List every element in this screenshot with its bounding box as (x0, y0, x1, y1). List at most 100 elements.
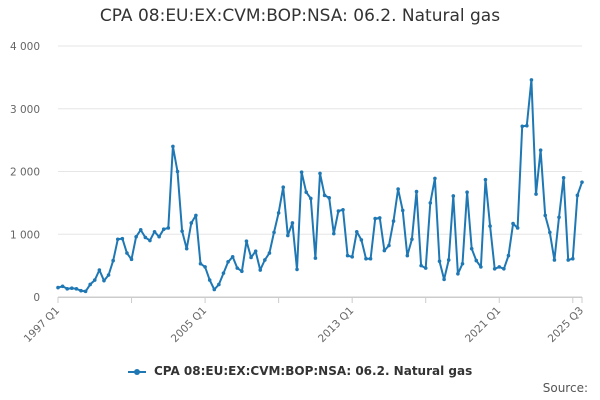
data-point[interactable] (428, 201, 433, 205)
data-point[interactable] (359, 238, 364, 242)
data-point[interactable] (79, 288, 83, 293)
data-point[interactable] (322, 193, 327, 198)
data-point[interactable] (423, 266, 428, 270)
data-point[interactable] (166, 226, 171, 230)
data-point[interactable] (345, 253, 350, 258)
data-point[interactable] (437, 259, 442, 264)
data-point[interactable] (88, 282, 92, 287)
data-point[interactable] (106, 273, 111, 277)
data-point[interactable] (327, 196, 331, 200)
data-point[interactable] (143, 235, 148, 240)
data-point[interactable] (456, 271, 460, 276)
data-point[interactable] (529, 78, 534, 82)
data-point[interactable] (515, 226, 520, 230)
data-point[interactable] (152, 229, 157, 234)
data-point[interactable] (474, 258, 479, 263)
data-point[interactable] (502, 266, 506, 271)
data-point[interactable] (272, 230, 276, 235)
data-point[interactable] (414, 189, 419, 194)
data-point[interactable] (548, 230, 552, 235)
data-point[interactable] (249, 255, 253, 260)
data-point[interactable] (575, 193, 580, 198)
data-point[interactable] (286, 233, 290, 238)
data-point[interactable] (83, 289, 88, 294)
data-point[interactable] (442, 277, 446, 282)
data-point[interactable] (60, 284, 65, 289)
data-point[interactable] (212, 287, 217, 292)
data-point[interactable] (258, 268, 263, 272)
data-point[interactable] (336, 209, 341, 213)
data-point[interactable] (405, 253, 410, 258)
data-point[interactable] (368, 256, 373, 261)
data-point[interactable] (56, 285, 60, 290)
data-point[interactable] (175, 169, 180, 174)
data-point[interactable] (125, 251, 129, 255)
data-point[interactable] (207, 278, 212, 282)
legend[interactable]: CPA 08:EU:EX:CVM:BOP:NSA: 06.2. Natural … (0, 364, 600, 378)
data-point[interactable] (479, 265, 483, 269)
data-point[interactable] (571, 256, 575, 261)
data-point[interactable] (230, 255, 235, 259)
data-point[interactable] (534, 192, 538, 196)
data-point[interactable] (235, 266, 240, 270)
data-point[interactable] (465, 190, 469, 195)
data-point[interactable] (451, 194, 456, 198)
data-point[interactable] (92, 278, 97, 282)
data-point[interactable] (580, 180, 584, 184)
data-point[interactable] (171, 144, 175, 149)
data-point[interactable] (483, 177, 488, 182)
data-point[interactable] (497, 265, 502, 269)
data-point[interactable] (557, 215, 561, 220)
data-point[interactable] (433, 176, 437, 181)
data-point[interactable] (341, 207, 345, 212)
data-point[interactable] (97, 268, 102, 272)
data-point[interactable] (511, 221, 515, 226)
data-point[interactable] (391, 219, 396, 223)
data-point[interactable] (65, 287, 69, 291)
data-point[interactable] (102, 278, 106, 283)
data-point[interactable] (318, 171, 322, 176)
data-point[interactable] (400, 208, 405, 213)
data-point[interactable] (189, 221, 194, 225)
data-point[interactable] (180, 229, 184, 233)
data-point[interactable] (419, 263, 423, 268)
data-point[interactable] (506, 253, 511, 258)
data-point[interactable] (111, 258, 115, 263)
data-point[interactable] (226, 260, 230, 264)
data-point[interactable] (194, 213, 198, 218)
data-point[interactable] (543, 213, 548, 218)
data-point[interactable] (552, 258, 557, 262)
data-point[interactable] (364, 256, 368, 261)
data-point[interactable] (354, 229, 359, 234)
data-point[interactable] (217, 282, 221, 287)
data-point[interactable] (74, 287, 79, 291)
data-point[interactable] (520, 124, 525, 129)
data-point[interactable] (198, 261, 203, 266)
data-point[interactable] (373, 216, 377, 221)
data-point[interactable] (120, 236, 125, 241)
data-point[interactable] (184, 246, 189, 251)
data-point[interactable] (538, 148, 543, 152)
data-point[interactable] (240, 269, 244, 274)
data-point[interactable] (396, 187, 400, 191)
data-point[interactable] (469, 246, 474, 251)
data-point[interactable] (157, 234, 161, 239)
data-point[interactable] (69, 286, 74, 291)
data-point[interactable] (290, 221, 295, 225)
data-point[interactable] (350, 255, 354, 259)
data-point[interactable] (161, 227, 166, 232)
data-point[interactable] (460, 261, 465, 266)
data-point[interactable] (295, 267, 299, 272)
data-point[interactable] (387, 243, 391, 248)
data-point[interactable] (561, 175, 566, 180)
data-point[interactable] (267, 251, 272, 255)
data-point[interactable] (382, 248, 387, 253)
data-point[interactable] (115, 237, 120, 242)
data-point[interactable] (377, 216, 382, 220)
data-point[interactable] (276, 211, 281, 215)
data-point[interactable] (221, 271, 226, 275)
data-point[interactable] (148, 238, 152, 243)
data-point[interactable] (138, 228, 143, 232)
data-point[interactable] (263, 258, 267, 262)
data-point[interactable] (331, 231, 336, 236)
